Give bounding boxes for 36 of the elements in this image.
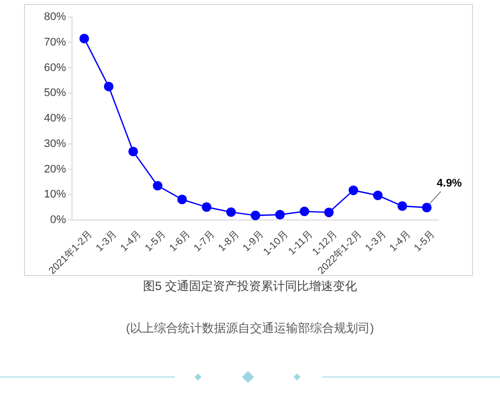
x-tick-label: 1-6月 bbox=[168, 228, 193, 254]
point bbox=[250, 210, 260, 220]
point bbox=[79, 34, 90, 44]
point bbox=[422, 202, 432, 212]
y-tick-label: 30% bbox=[44, 138, 66, 150]
data-label: 4.9% bbox=[436, 178, 462, 190]
point bbox=[348, 186, 358, 196]
y-tick-label: 70% bbox=[44, 36, 66, 48]
y-tick-label: 0% bbox=[50, 214, 66, 226]
x-tick-label: 1-4月 bbox=[118, 228, 144, 254]
x-tick-label: 1-8月 bbox=[216, 228, 242, 254]
x-tick-label: 1-7月 bbox=[192, 228, 218, 254]
point bbox=[177, 194, 187, 204]
point bbox=[104, 82, 114, 92]
y-tick-label: 10% bbox=[44, 188, 66, 201]
point bbox=[300, 206, 310, 216]
x-tick-label: 1-3月 bbox=[94, 228, 120, 254]
point bbox=[373, 190, 383, 200]
point bbox=[202, 202, 212, 212]
point bbox=[128, 146, 138, 156]
text: (以上综合统计数据源自交通运输部综合规划司) bbox=[126, 321, 374, 335]
x-tick-label: 1-5月 bbox=[412, 228, 438, 254]
text: 图5 交通固定资产投资累计同比增速变化 bbox=[142, 279, 358, 293]
point bbox=[398, 201, 408, 211]
x-tick-label: 1-4月 bbox=[388, 228, 413, 254]
x-tick-label: 1-3月 bbox=[363, 228, 388, 254]
point bbox=[324, 208, 334, 218]
point bbox=[275, 210, 285, 220]
x-tick-label: 1-5月 bbox=[143, 228, 168, 254]
y-tick-label: 50% bbox=[44, 87, 66, 100]
y-tick-label: 80% bbox=[44, 11, 66, 23]
point bbox=[152, 180, 162, 191]
y-tick-label: 40% bbox=[44, 112, 66, 124]
point bbox=[226, 207, 236, 217]
y-tick-label: 60% bbox=[44, 62, 66, 74]
y-tick-label: 20% bbox=[44, 163, 66, 176]
